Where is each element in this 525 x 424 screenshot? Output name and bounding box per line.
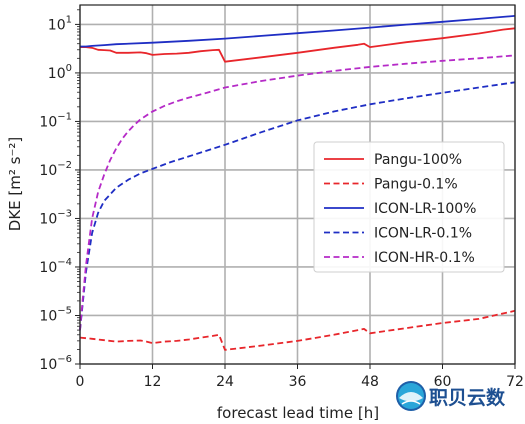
series-line-icon-lr-0-1- bbox=[79, 81, 516, 331]
legend-box bbox=[313, 141, 505, 273]
y-tick-base: 10 bbox=[39, 114, 57, 130]
y-tick-base: 10 bbox=[39, 308, 57, 324]
series-line-icon-hr-0-1- bbox=[79, 54, 516, 331]
y-tick-exponent: −4 bbox=[57, 257, 72, 268]
y-tick-label: 100 bbox=[48, 63, 72, 82]
y-tick-base: 10 bbox=[39, 163, 57, 179]
y-tick-exponent: −6 bbox=[57, 354, 72, 365]
y-tick-label: 10−3 bbox=[39, 208, 72, 227]
y-tick-exponent: −5 bbox=[57, 305, 72, 316]
watermark: 职贝云数 bbox=[396, 381, 506, 411]
legend-label: ICON-HR-0.1% bbox=[374, 250, 475, 266]
y-axis-label: DKE [m² s⁻²] bbox=[6, 137, 24, 231]
tick-labels: 0 12 24 36 48 60 7210−610−510−410−310−210−1100… bbox=[39, 14, 523, 390]
y-tick-base: 10 bbox=[48, 66, 66, 82]
y-tick-base: 10 bbox=[39, 211, 57, 227]
y-tick-exponent: −2 bbox=[57, 160, 72, 171]
legend-label: ICON-LR-0.1% bbox=[374, 226, 472, 242]
y-tick-label: 10−1 bbox=[39, 111, 72, 130]
plot-frame bbox=[79, 4, 516, 365]
y-tick-base: 10 bbox=[48, 17, 66, 33]
x-tick-label: 48 bbox=[361, 374, 379, 390]
x-axis-label: forecast lead time [h] bbox=[217, 404, 379, 422]
x-tick-label: 72 bbox=[506, 374, 524, 390]
x-tick-label: 24 bbox=[216, 374, 234, 390]
y-tick-base: 10 bbox=[39, 357, 57, 373]
y-tick-exponent: −3 bbox=[57, 208, 72, 219]
series-line-pangu-100- bbox=[80, 27, 516, 63]
y-tick-exponent: −1 bbox=[57, 111, 72, 122]
y-tick-exponent: 0 bbox=[66, 63, 72, 74]
watermark-text: 职贝云数 bbox=[429, 386, 506, 409]
legend: Pangu-100% Pangu-0.1% ICON-LR-100% ICON-LR-… bbox=[313, 141, 505, 273]
x-tick-label: 12 bbox=[144, 374, 162, 390]
x-tick-label: 0 bbox=[76, 374, 85, 390]
y-tick-base: 10 bbox=[39, 260, 57, 276]
legend-label: Pangu-100% bbox=[374, 152, 462, 168]
x-tick-label: 60 bbox=[434, 374, 452, 390]
series-line-icon-lr-100- bbox=[80, 15, 516, 48]
legend-label: ICON-LR-100% bbox=[374, 201, 476, 217]
y-tick-label: 10−4 bbox=[39, 257, 72, 276]
y-tick-exponent: 1 bbox=[66, 14, 72, 25]
y-tick-label: 101 bbox=[48, 14, 72, 33]
y-tick-label: 10−2 bbox=[39, 160, 72, 179]
series-line-pangu-0-1- bbox=[79, 309, 516, 351]
legend-label: Pangu-0.1% bbox=[374, 177, 458, 193]
x-tick-label: 36 bbox=[289, 374, 307, 390]
y-tick-label: 10−5 bbox=[39, 305, 72, 324]
y-tick-label: 10−6 bbox=[39, 354, 72, 373]
series-lines bbox=[79, 15, 516, 351]
watermark-logo-icon bbox=[396, 381, 426, 411]
